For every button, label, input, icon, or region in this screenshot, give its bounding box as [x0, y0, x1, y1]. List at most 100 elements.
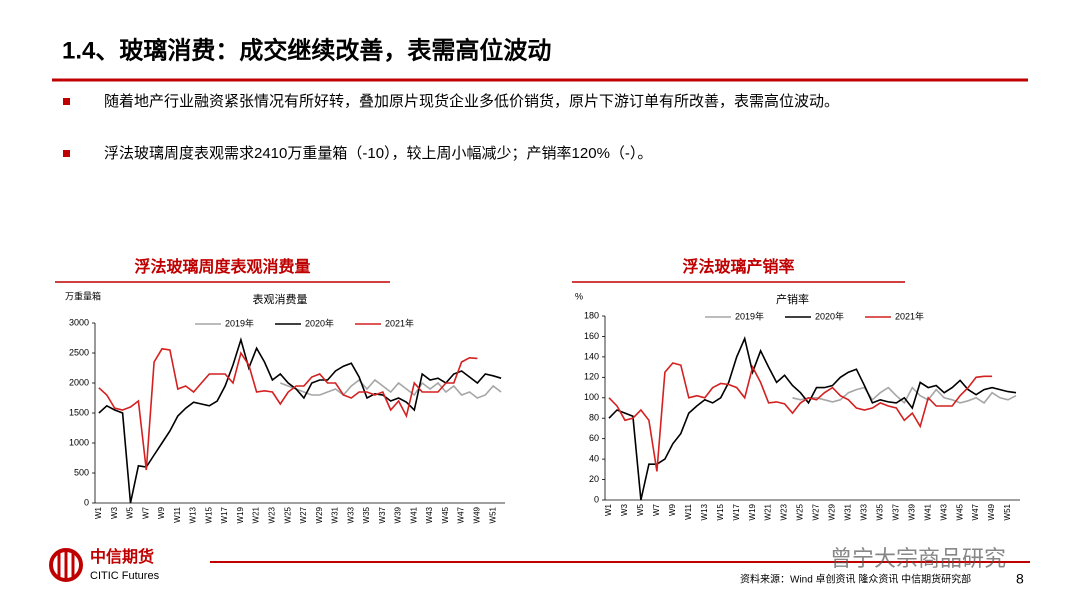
- legend-label: 2020年: [815, 310, 844, 321]
- x-tick-label: W15: [716, 503, 725, 520]
- x-tick-label: W3: [620, 503, 629, 516]
- x-tick-label: W45: [955, 503, 964, 520]
- y-axis-label: 万重量箱: [65, 290, 101, 301]
- x-tick-label: W29: [315, 506, 324, 523]
- x-tick-label: W23: [268, 506, 277, 523]
- y-tick-label: 100: [584, 392, 599, 402]
- x-tick-label: W9: [668, 503, 677, 516]
- x-tick-label: W41: [409, 506, 418, 523]
- bullet: 随着地产行业融资紧张情况有所好转，叠加原片现货企业多低价销货，原片下游订单有所改…: [104, 92, 839, 110]
- x-tick-label: W35: [362, 506, 371, 523]
- y-tick-label: 160: [584, 331, 599, 341]
- x-tick-label: W37: [891, 503, 900, 520]
- x-tick-label: W41: [923, 503, 932, 520]
- y-axis-label: %: [575, 291, 583, 301]
- slide-title: 1.4、玻璃消费：成交继续改善，表需高位波动: [62, 36, 551, 64]
- x-tick-label: W7: [652, 503, 661, 516]
- y-tick-label: 20: [589, 474, 599, 484]
- source: 资料来源：Wind 卓创资讯 隆众资讯 中信期货研究部: [740, 573, 971, 586]
- x-tick-label: W13: [189, 506, 198, 523]
- x-tick-label: W1: [94, 506, 103, 519]
- x-tick-label: W5: [126, 506, 135, 519]
- chart-title: 表观消费量: [253, 292, 308, 306]
- x-tick-label: W1: [604, 503, 613, 516]
- y-tick-label: 3000: [69, 317, 89, 327]
- page-number: 8: [1016, 571, 1024, 587]
- x-tick-label: W19: [236, 506, 245, 523]
- x-tick-label: W15: [204, 506, 213, 523]
- chart-header: 浮法玻璃周度表观消费量: [134, 257, 310, 276]
- y-tick-label: 180: [584, 310, 599, 320]
- x-tick-label: W3: [110, 506, 119, 519]
- x-tick-label: W43: [939, 503, 948, 520]
- y-tick-label: 60: [589, 433, 599, 443]
- series-line: [608, 335, 1017, 501]
- logo-en: CITIC Futures: [90, 570, 160, 582]
- x-tick-label: W47: [971, 503, 980, 520]
- x-tick-label: W49: [987, 503, 996, 520]
- y-tick-label: 0: [84, 497, 89, 507]
- x-tick-label: W11: [684, 503, 693, 519]
- x-tick-label: W27: [812, 503, 821, 520]
- x-tick-label: W21: [252, 506, 261, 523]
- legend-label: 2021年: [895, 310, 924, 321]
- x-tick-label: W25: [283, 506, 292, 523]
- legend-label: 2019年: [225, 317, 254, 328]
- x-tick-label: W35: [875, 503, 884, 520]
- x-tick-label: W7: [141, 506, 150, 519]
- legend-label: 2019年: [735, 310, 764, 321]
- x-tick-label: W23: [780, 503, 789, 520]
- y-tick-label: 2500: [69, 347, 89, 357]
- x-tick-label: W9: [157, 506, 166, 519]
- chart-title: 产销率: [776, 292, 809, 306]
- bullet: 浮法玻璃周度表观需求2410万重量箱（-10），较上周小幅减少；产销率120%（…: [104, 144, 652, 162]
- y-tick-label: 80: [589, 413, 599, 423]
- x-tick-label: W11: [173, 506, 182, 522]
- y-tick-label: 2000: [69, 377, 89, 387]
- chart-header: 浮法玻璃产销率: [682, 257, 794, 276]
- y-tick-label: 1500: [69, 407, 89, 417]
- x-tick-label: W17: [732, 503, 741, 520]
- x-tick-label: W19: [748, 503, 757, 520]
- x-tick-label: W27: [299, 506, 308, 523]
- x-tick-label: W47: [457, 506, 466, 523]
- x-tick-label: W17: [220, 506, 229, 523]
- bullet-mark: [63, 150, 70, 157]
- watermark: 曾宁大宗商品研究: [830, 546, 1006, 571]
- legend-label: 2021年: [385, 317, 414, 328]
- x-tick-label: W5: [636, 503, 645, 516]
- x-tick-label: W29: [828, 503, 837, 520]
- y-tick-label: 120: [584, 372, 599, 382]
- x-tick-label: W31: [331, 506, 340, 523]
- y-tick-label: 140: [584, 351, 599, 361]
- series-line: [280, 378, 502, 399]
- x-tick-label: W51: [488, 506, 497, 523]
- x-tick-label: W43: [425, 506, 434, 523]
- logo-cn: 中信期货: [90, 547, 154, 566]
- x-tick-label: W37: [378, 506, 387, 523]
- x-tick-label: W25: [796, 503, 805, 520]
- series-line: [98, 347, 478, 471]
- x-tick-label: W13: [700, 503, 709, 520]
- y-tick-label: 1000: [69, 437, 89, 447]
- x-tick-label: W33: [859, 503, 868, 520]
- x-tick-label: W49: [473, 506, 482, 523]
- bullet-mark: [63, 98, 70, 105]
- series-line: [608, 362, 993, 472]
- x-tick-label: W39: [394, 506, 403, 523]
- x-tick-label: W51: [1003, 503, 1012, 520]
- series-line: [98, 336, 502, 504]
- y-tick-label: 40: [589, 453, 599, 463]
- legend-label: 2020年: [305, 317, 334, 328]
- x-tick-label: W33: [346, 506, 355, 523]
- y-tick-label: 0: [594, 494, 599, 504]
- x-tick-label: W39: [907, 503, 916, 520]
- x-tick-label: W45: [441, 506, 450, 523]
- x-tick-label: W21: [764, 503, 773, 520]
- y-tick-label: 500: [74, 467, 89, 477]
- x-tick-label: W31: [844, 503, 853, 520]
- series-line: [792, 386, 1017, 405]
- logo: 中信期货 CITIC Futures: [49, 547, 160, 582]
